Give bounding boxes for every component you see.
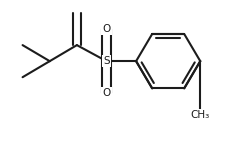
Text: CH₃: CH₃ [191, 110, 210, 120]
Text: S: S [103, 56, 110, 66]
Text: O: O [102, 24, 110, 34]
Text: O: O [102, 88, 110, 98]
